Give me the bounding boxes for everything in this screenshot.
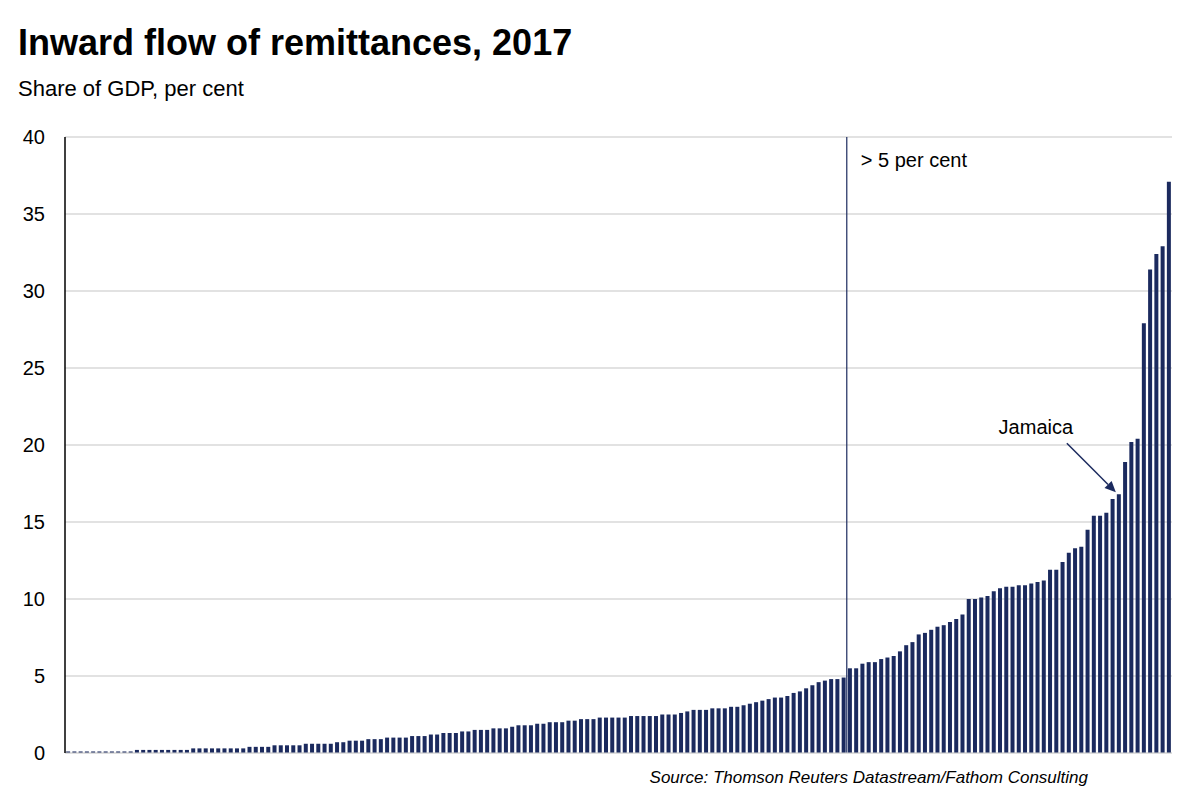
svg-text:35: 35 bbox=[23, 203, 45, 225]
svg-text:0: 0 bbox=[34, 742, 45, 764]
svg-text:10: 10 bbox=[23, 588, 45, 610]
html-text:Share of GDP, per cent: Share of GDP, per cent bbox=[18, 76, 244, 101]
svg-text:Jamaica: Jamaica bbox=[999, 416, 1074, 438]
html-text:Inward flow of remittances, 20: Inward flow of remittances, 2017 bbox=[18, 22, 573, 63]
html-text:Source: Thomson Reuters Datast: Source: Thomson Reuters Datastream/Fatho… bbox=[649, 768, 1088, 787]
svg-text:30: 30 bbox=[23, 280, 45, 302]
svg-text:40: 40 bbox=[23, 126, 45, 148]
svg-text:> 5 per cent: > 5 per cent bbox=[861, 149, 968, 171]
svg-text:15: 15 bbox=[23, 511, 45, 533]
svg-text:5: 5 bbox=[34, 665, 45, 687]
svg-text:20: 20 bbox=[23, 434, 45, 456]
svg-text:25: 25 bbox=[23, 357, 45, 379]
